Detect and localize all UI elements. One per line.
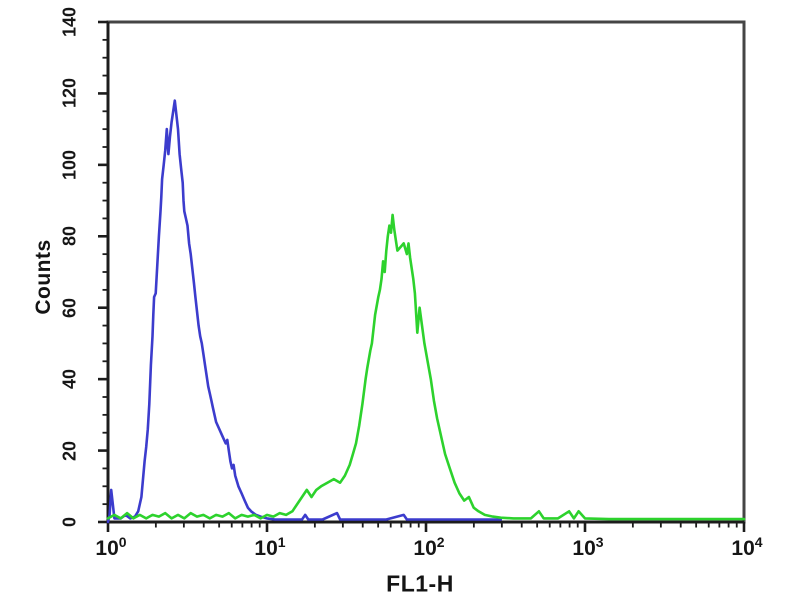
- y-tick-label-20: 20: [59, 440, 80, 461]
- axis-lines: [106, 22, 744, 524]
- x-tick-label-10e3: 103: [572, 534, 604, 560]
- x-tick-label-10e1: 101: [254, 534, 286, 560]
- plot-frame: [106, 20, 746, 524]
- y-tick-label-140: 140: [59, 6, 80, 38]
- y-axis-ticks: [98, 20, 108, 524]
- y-tick-label-0: 0: [59, 516, 80, 528]
- x-tick-label-10e0: 100: [95, 534, 127, 560]
- x-axis-title: FL1-H: [386, 570, 454, 597]
- y-tick-label-40: 40: [59, 369, 80, 390]
- y-tick-label-100: 100: [59, 149, 80, 180]
- blue-curve: [106, 99, 503, 524]
- x-tick-label-10e4: 104: [731, 534, 763, 560]
- y-tick-label-120: 120: [59, 78, 80, 109]
- y-axis-title: Counts: [32, 239, 55, 315]
- y-tick-label-60: 60: [59, 297, 80, 318]
- x-tick-label-10e2: 102: [413, 534, 445, 560]
- x-axis-ticks: [106, 522, 746, 532]
- green-curve: [106, 213, 746, 521]
- y-tick-label-80: 80: [59, 226, 80, 247]
